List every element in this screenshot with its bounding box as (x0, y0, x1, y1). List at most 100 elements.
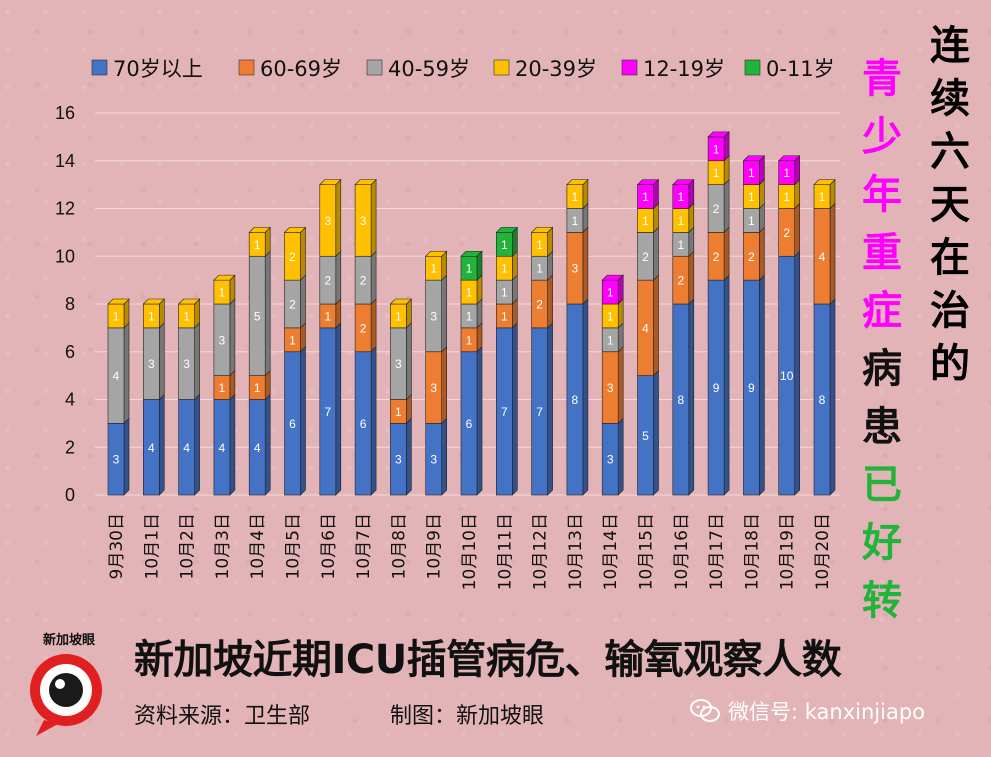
bar-segment-label: 4 (148, 441, 155, 455)
bar-stack: 5 4 2 1 1 (636, 178, 660, 496)
side-note-char: 青 (862, 56, 902, 102)
bar-segment-side (723, 226, 730, 281)
bar-segment-side (335, 178, 342, 257)
bar-segment-label: 1 (113, 309, 120, 323)
bar-segment-side (159, 322, 165, 401)
x-tick-label: 9月30日 (107, 513, 127, 579)
x-tick-label: 10月10日 (460, 513, 480, 590)
y-tick-label: 8 (65, 294, 75, 314)
bar-segment-side (547, 274, 553, 329)
bar-segment-label: 1 (501, 238, 508, 252)
bar-top-cap (354, 179, 377, 185)
bar-segment-side (123, 322, 130, 425)
bar-top-cap (213, 274, 236, 281)
bar-segment-side (441, 346, 448, 425)
source-note: 资料来源：卫生部 (134, 704, 311, 729)
x-tick-label: 10月20日 (813, 513, 833, 590)
bar-segment-side (264, 250, 271, 377)
bar-segment-side (441, 417, 448, 496)
bar-segment-side (759, 226, 765, 281)
bar-segment-label: 1 (607, 333, 614, 347)
bar-segment-label: 1 (148, 309, 155, 323)
x-tick-label: 10月2日 (178, 513, 198, 579)
legend-item: 12-19岁 (621, 57, 725, 81)
bar-segment-label: 1 (219, 381, 226, 395)
side-note-char: 症 (862, 288, 902, 334)
side-note-char: 患 (862, 404, 902, 450)
bar-segment-label: 2 (783, 226, 790, 240)
bar-segment-side (829, 298, 836, 496)
x-tick-label: 10月3日 (213, 513, 233, 579)
x-tick-label: 10月5日 (284, 513, 304, 579)
side-note-char: 年 (862, 172, 902, 218)
bar-top-cap (389, 298, 413, 305)
legend-swatch (744, 59, 761, 76)
bar-top-cap (566, 179, 589, 185)
bar-segment-side (688, 250, 695, 305)
side-title-char: 的 (930, 341, 970, 387)
bar-segment-label: 3 (607, 453, 614, 467)
bar-segment-label: 1 (642, 190, 649, 204)
bar-segment-label: 7 (536, 405, 543, 419)
x-tick-label: 10月13日 (566, 513, 586, 590)
legend-label: 70岁以上 (113, 57, 203, 81)
bar-segment-label: 3 (572, 262, 579, 276)
bar-stack: 3 3 3 1 (424, 250, 448, 496)
legend-item: 60-69岁 (238, 57, 342, 81)
x-tick-label: 10月9日 (425, 513, 445, 579)
bar-segment-label: 1 (713, 142, 720, 156)
bar-segment-label: 4 (819, 250, 826, 264)
bar-stack: 4 1 3 1 (213, 274, 236, 496)
bar-segment-side (441, 274, 448, 353)
bar-top-cap (530, 227, 554, 233)
bar-top-cap (424, 250, 448, 257)
bar-stack: 8 2 1 1 1 (672, 178, 695, 496)
legend-label: 20-39岁 (515, 57, 597, 81)
legend-item: 0-11岁 (744, 57, 835, 81)
bar-segment-side (264, 393, 271, 496)
bar-segment-side (511, 322, 518, 496)
bar-segment-label: 4 (642, 321, 649, 335)
bar-segment-label: 2 (360, 274, 367, 288)
bar-segment-side (300, 226, 306, 281)
bar-top-cap (777, 155, 801, 162)
x-tick-label: 10月15日 (637, 513, 657, 590)
bar-segment-label: 1 (430, 262, 437, 276)
bar-top-cap (672, 179, 695, 185)
bar-segment-side (547, 322, 553, 496)
bar-segment-label: 1 (677, 190, 684, 204)
bar-segment-label: 2 (324, 274, 331, 288)
bar-segment-label: 2 (289, 250, 296, 264)
bar-segment-label: 6 (360, 417, 367, 431)
bar-segment-label: 1 (289, 333, 296, 347)
legend-swatch (91, 59, 108, 76)
bar-segment-label: 8 (677, 393, 684, 407)
side-title-char: 天 (930, 182, 970, 228)
bar-segment-label: 3 (360, 214, 367, 228)
side-note-char: 少 (862, 114, 902, 160)
bar-segment-label: 1 (748, 214, 755, 228)
bar-segment-side (582, 226, 589, 305)
bar-segment-label: 2 (536, 298, 543, 312)
y-tick-label: 4 (65, 390, 75, 410)
x-tick-label: 10月12日 (531, 513, 551, 590)
bar-segment-label: 3 (430, 453, 437, 467)
bar-segment-label: 4 (254, 441, 261, 455)
bar-top-cap (813, 179, 836, 185)
bar-segment-label: 3 (607, 381, 614, 395)
bar-segment-label: 1 (501, 309, 508, 323)
bar-top-cap (177, 298, 201, 305)
bar-top-cap (283, 227, 307, 233)
producer-note: 制图：新加坡眼 (390, 704, 545, 729)
bar-segment-side (370, 298, 377, 353)
side-note-char: 好 (862, 520, 902, 566)
bar-segment-label: 1 (819, 190, 826, 204)
legend-swatch (621, 59, 638, 76)
side-title-char: 在 (930, 235, 970, 281)
bar-segment-side (476, 346, 483, 496)
legend-label: 60-69岁 (260, 57, 342, 81)
legend-label: 40-59岁 (388, 57, 470, 81)
bar-stack: 8 4 1 (813, 178, 836, 496)
bar-segment-side (653, 274, 659, 377)
